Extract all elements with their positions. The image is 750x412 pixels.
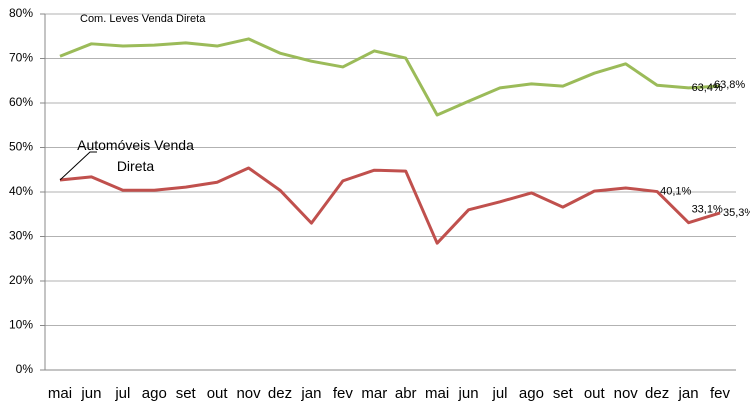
data-label: 33,1% xyxy=(692,204,723,216)
y-tick-label: 40% xyxy=(9,184,33,198)
x-tick-label: dez xyxy=(268,385,292,402)
series-annotation: Com. Leves Venda Direta xyxy=(80,13,206,25)
x-tick-label: set xyxy=(553,385,574,402)
data-label: 35,3% xyxy=(723,207,750,219)
x-tick-label: jul xyxy=(491,385,507,402)
x-tick-label: jun xyxy=(80,385,101,402)
y-tick-label: 60% xyxy=(9,95,33,109)
y-tick-label: 30% xyxy=(9,229,33,243)
x-tick-label: mai xyxy=(48,385,72,402)
series-line xyxy=(59,37,721,117)
x-tick-label: mai xyxy=(425,385,449,402)
x-tick-label: out xyxy=(207,385,229,402)
y-tick-label: 50% xyxy=(9,140,33,154)
x-tick-label: nov xyxy=(236,385,261,402)
y-tick-label: 20% xyxy=(9,273,33,287)
x-tick-label: mar xyxy=(361,385,387,402)
x-tick-label: fev xyxy=(333,385,354,402)
series-line xyxy=(59,166,721,245)
data-label: 63,4% xyxy=(692,82,723,94)
x-tick-label: jan xyxy=(678,385,699,402)
data-label: 40,1% xyxy=(660,185,691,197)
x-tick-label: jul xyxy=(114,385,130,402)
x-tick-label: ago xyxy=(142,385,167,402)
series-annotation: Automóveis Venda Direta xyxy=(77,137,194,174)
x-tick-label: jan xyxy=(300,385,321,402)
y-tick-label: 10% xyxy=(9,318,33,332)
x-tick-label: jun xyxy=(458,385,479,402)
leader-line xyxy=(59,151,97,181)
y-tick-label: 80% xyxy=(9,6,33,20)
x-tick-label: set xyxy=(176,385,197,402)
y-tick-label: 0% xyxy=(16,362,34,376)
x-tick-label: abr xyxy=(395,385,417,402)
x-tick-label: ago xyxy=(519,385,544,402)
data-label: 63,8% xyxy=(714,79,745,91)
x-tick-label: out xyxy=(584,385,606,402)
x-tick-label: nov xyxy=(614,385,639,402)
x-tick-label: fev xyxy=(710,385,731,402)
y-tick-label: 70% xyxy=(9,51,33,65)
x-tick-label: dez xyxy=(645,385,669,402)
